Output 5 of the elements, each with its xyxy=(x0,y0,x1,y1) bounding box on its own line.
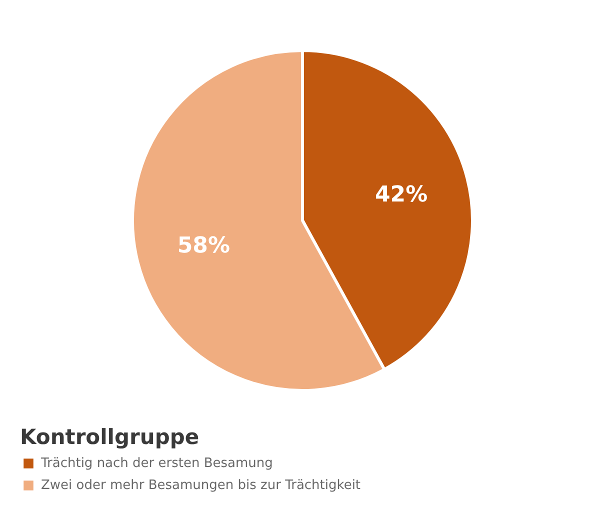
data-label: 58% xyxy=(177,233,230,258)
legend-title: Kontrollgruppe xyxy=(20,425,200,449)
legend-label: Trächtig nach der ersten Besamung xyxy=(41,454,273,472)
data-label: 42% xyxy=(374,182,428,208)
legend-label: Zwei oder mehr Besamungen bis zur Trächtigkeit xyxy=(41,476,361,494)
